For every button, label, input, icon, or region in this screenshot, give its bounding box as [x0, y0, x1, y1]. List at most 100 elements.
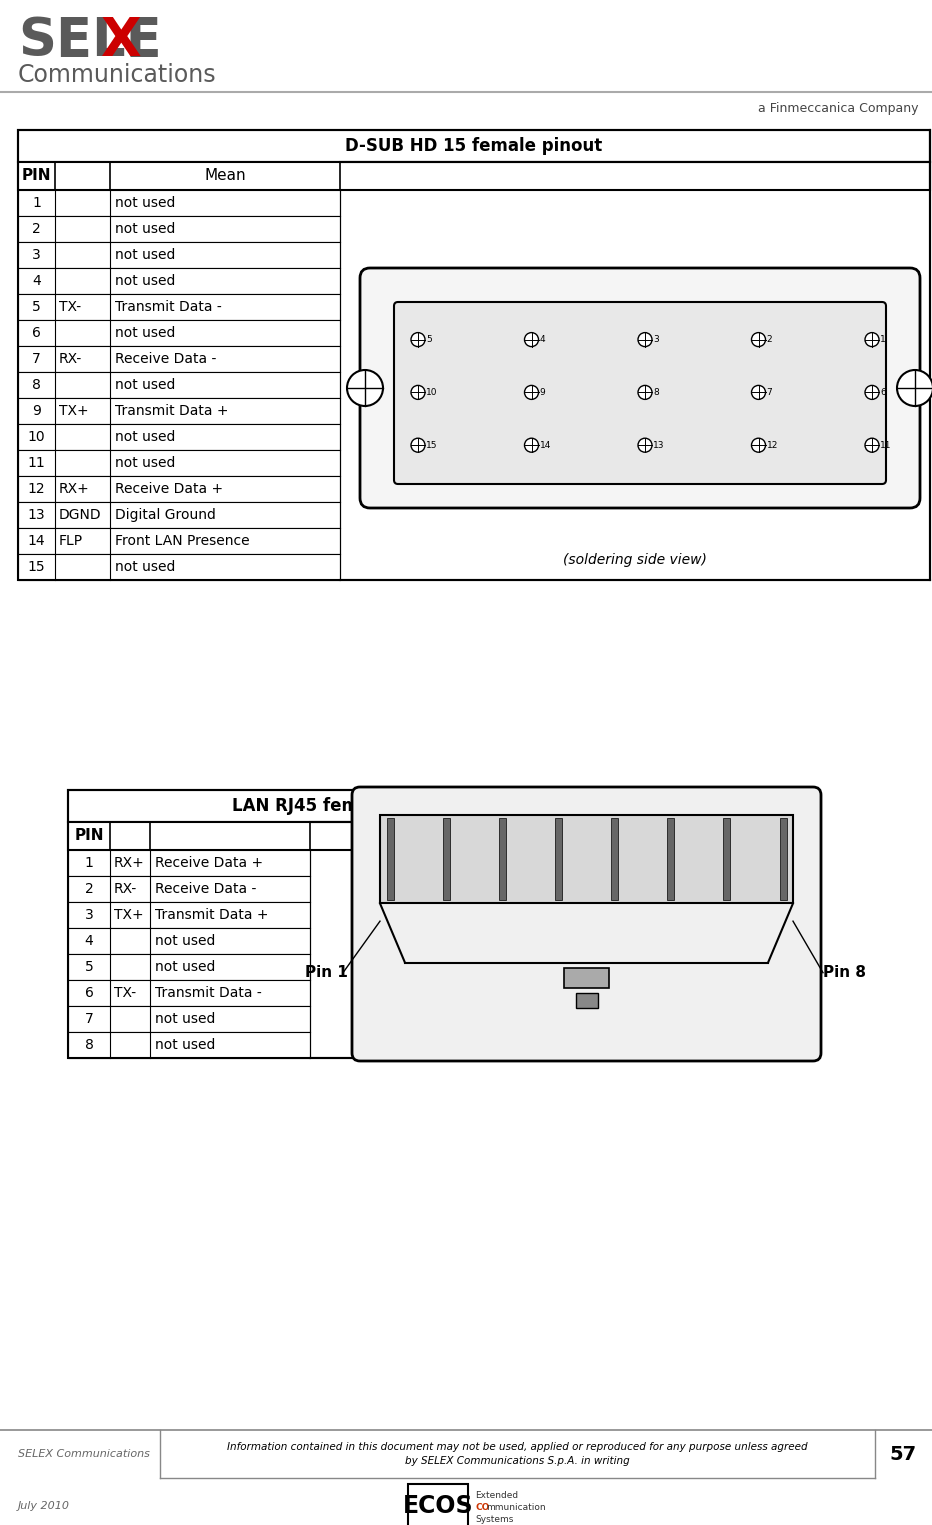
Text: not used: not used — [115, 456, 175, 470]
Text: not used: not used — [115, 326, 175, 340]
Text: 1: 1 — [880, 336, 885, 345]
Text: not used: not used — [115, 223, 175, 236]
Bar — [564, 968, 609, 988]
Circle shape — [638, 332, 652, 346]
Text: LAN RJ45 female pinout: LAN RJ45 female pinout — [232, 798, 454, 814]
Bar — [408, 1484, 468, 1525]
Circle shape — [865, 438, 879, 453]
Text: Communications: Communications — [18, 63, 216, 87]
Bar — [499, 817, 506, 900]
Text: RX+: RX+ — [59, 482, 89, 496]
Text: CO: CO — [475, 1504, 489, 1513]
Bar — [18, 398, 340, 424]
Text: Receive Data +: Receive Data + — [155, 856, 263, 869]
Bar — [18, 346, 340, 372]
Text: TX-: TX- — [114, 987, 136, 1000]
Bar — [380, 814, 793, 903]
Text: TX+: TX+ — [59, 404, 89, 418]
Bar — [18, 217, 340, 242]
Bar — [340, 162, 930, 580]
Text: Pin 8: Pin 8 — [823, 965, 866, 981]
Text: 7: 7 — [85, 1013, 93, 1026]
Text: D-SUB HD 15 female pinout: D-SUB HD 15 female pinout — [346, 137, 603, 156]
Text: July 2010: July 2010 — [18, 1501, 70, 1511]
Bar — [68, 849, 310, 875]
Text: Receive Data -: Receive Data - — [115, 352, 216, 366]
Bar — [387, 817, 393, 900]
Text: 2: 2 — [85, 881, 93, 897]
Text: PIN: PIN — [21, 168, 51, 183]
Text: 10: 10 — [28, 430, 46, 444]
Text: TX+: TX+ — [114, 907, 144, 923]
Text: 10: 10 — [426, 387, 437, 397]
Circle shape — [865, 332, 879, 346]
Text: 11: 11 — [880, 441, 892, 450]
Text: Extended: Extended — [475, 1491, 518, 1501]
Bar — [611, 817, 618, 900]
Text: 9: 9 — [32, 404, 41, 418]
Text: Transmit Data +: Transmit Data + — [115, 404, 228, 418]
Bar — [68, 822, 618, 849]
Bar — [443, 817, 449, 900]
Circle shape — [865, 386, 879, 400]
Bar — [68, 790, 618, 822]
Text: 6: 6 — [880, 387, 885, 397]
Text: not used: not used — [115, 560, 175, 573]
Bar — [18, 191, 340, 217]
Bar — [18, 320, 340, 346]
Text: not used: not used — [115, 430, 175, 444]
Text: not used: not used — [155, 1039, 215, 1052]
Bar — [68, 875, 310, 901]
Text: 8: 8 — [653, 387, 659, 397]
Text: not used: not used — [115, 274, 175, 288]
Circle shape — [897, 371, 932, 406]
Text: Mean: Mean — [204, 168, 246, 183]
Text: 3: 3 — [32, 249, 41, 262]
Bar — [18, 476, 340, 502]
Text: 6: 6 — [85, 987, 93, 1000]
Text: 15: 15 — [28, 560, 46, 573]
Bar — [18, 242, 340, 268]
Circle shape — [525, 438, 539, 453]
Text: Transmit Data -: Transmit Data - — [155, 987, 262, 1000]
Circle shape — [525, 386, 539, 400]
Text: 4: 4 — [85, 933, 93, 949]
Circle shape — [751, 332, 765, 346]
Text: 4: 4 — [540, 336, 545, 345]
Text: 5: 5 — [426, 336, 432, 345]
Circle shape — [411, 332, 425, 346]
Text: 15: 15 — [426, 441, 437, 450]
FancyBboxPatch shape — [360, 268, 920, 508]
Text: 3: 3 — [85, 907, 93, 923]
Bar — [68, 981, 310, 1007]
Text: 3: 3 — [653, 336, 659, 345]
Text: not used: not used — [155, 961, 215, 974]
Bar — [18, 294, 340, 320]
Bar — [667, 817, 674, 900]
Text: 8: 8 — [85, 1039, 93, 1052]
Text: SELEX Communications: SELEX Communications — [18, 1449, 150, 1459]
Text: 14: 14 — [540, 441, 551, 450]
Text: 2: 2 — [32, 223, 41, 236]
Circle shape — [411, 386, 425, 400]
Bar — [68, 929, 310, 955]
Circle shape — [347, 371, 383, 406]
Text: mmunication: mmunication — [486, 1504, 545, 1513]
Text: Receive Data -: Receive Data - — [155, 881, 256, 897]
FancyBboxPatch shape — [394, 302, 886, 483]
Text: 13: 13 — [28, 508, 46, 522]
Text: 2: 2 — [766, 336, 772, 345]
Text: Front LAN Presence: Front LAN Presence — [115, 534, 250, 547]
Bar — [555, 817, 562, 900]
Text: DGND: DGND — [59, 508, 102, 522]
Text: TX-: TX- — [59, 300, 81, 314]
Text: RX-: RX- — [114, 881, 137, 897]
FancyBboxPatch shape — [352, 787, 821, 1061]
Bar — [68, 955, 310, 981]
Text: (soldering side view): (soldering side view) — [563, 554, 707, 567]
Text: PIN: PIN — [75, 828, 103, 843]
Text: Systems: Systems — [475, 1516, 514, 1525]
Bar — [68, 790, 618, 1058]
Text: Transmit Data -: Transmit Data - — [115, 300, 222, 314]
Text: not used: not used — [115, 197, 175, 210]
